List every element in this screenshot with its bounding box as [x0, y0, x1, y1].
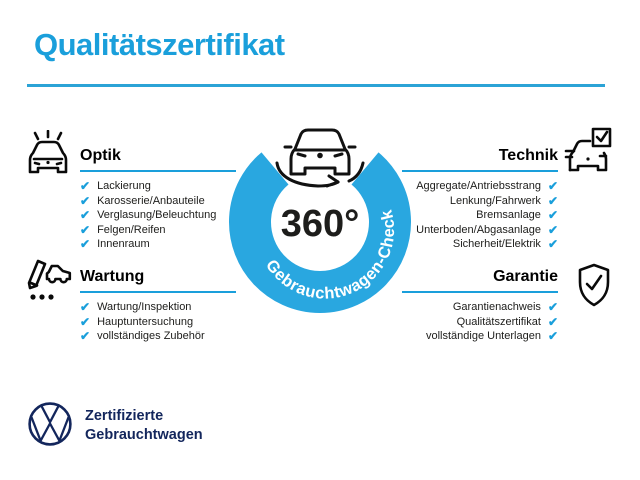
pencil-car-icon	[25, 257, 75, 311]
item-label: Karosserie/Anbauteile	[97, 194, 205, 207]
section-optik: Optik ✔ Lackierung ✔ Karosserie/Anbauteile…	[80, 147, 236, 250]
check-icon: ✔	[80, 222, 91, 237]
list-item: ✔ Innenraum	[80, 237, 236, 252]
badge-ring	[229, 152, 411, 313]
list-item: Unterboden/Abgasanlage ✔	[402, 222, 558, 237]
section-technik: Technik Aggregate/Antriebsstrang ✔ Lenkun…	[402, 147, 558, 250]
list-item: ✔ Lackierung	[80, 179, 236, 194]
list-item: Lenkung/Fahrwerk ✔	[402, 193, 558, 208]
check-icon: ✔	[80, 208, 91, 223]
list-item: vollständige Unterlagen ✔	[402, 329, 558, 344]
section-rule	[80, 170, 236, 172]
list-item: ✔ Hauptuntersuchung	[80, 314, 236, 329]
item-label: Qualitätszertifikat	[456, 315, 541, 328]
360-check-badge: Gebrauchtwagen-Check 360°	[225, 103, 415, 321]
section-items: Aggregate/Antriebsstrang ✔ Lenkung/Fahrwe…	[402, 179, 558, 252]
list-item: ✔ vollständiges Zubehör	[80, 329, 236, 344]
item-label: Garantienachweis	[452, 301, 541, 313]
footer-line1: Zertifizierte	[85, 408, 164, 424]
list-item: Garantienachweis ✔	[402, 300, 558, 315]
list-item: Aggregate/Antriebsstrang ✔	[402, 179, 558, 194]
check-icon: ✔	[80, 179, 91, 194]
check-icon: ✔	[80, 193, 91, 208]
check-icon: ✔	[80, 237, 91, 252]
check-icon: ✔	[547, 300, 558, 315]
item-label: Innenraum	[97, 238, 150, 250]
item-label: Bremsanlage	[476, 209, 541, 221]
footer: Zertifizierte Gebrauchtwagen	[27, 401, 203, 447]
vw-logo	[28, 402, 72, 446]
section-rule	[402, 170, 558, 172]
section-rule	[80, 291, 236, 293]
item-label: Verglasung/Beleuchtung	[97, 209, 217, 221]
list-item: ✔ Verglasung/Beleuchtung	[80, 208, 236, 223]
section-rule	[402, 291, 558, 293]
footer-claim: Zertifizierte Gebrauchtwagen	[85, 407, 203, 445]
section-title: Garantie	[493, 268, 558, 285]
check-icon: ✔	[547, 208, 558, 223]
check-icon: ✔	[80, 300, 91, 315]
section-wartung: Wartung ✔ Wartung/Inspektion ✔ Hauptunters…	[80, 268, 236, 342]
check-icon: ✔	[547, 179, 558, 194]
check-icon: ✔	[547, 237, 558, 252]
check-icon: ✔	[80, 314, 91, 329]
car-shine-icon	[23, 130, 73, 178]
shield-check-icon	[576, 263, 612, 307]
item-label: Hauptuntersuchung	[97, 315, 194, 328]
check-icon: ✔	[547, 329, 558, 344]
footer-line2: Gebrauchtwagen	[85, 427, 203, 443]
list-item: ✔ Felgen/Reifen	[80, 222, 236, 237]
section-title: Wartung	[80, 268, 145, 285]
title-divider	[27, 84, 605, 87]
check-icon: ✔	[547, 222, 558, 237]
section-items: ✔ Lackierung ✔ Karosserie/Anbauteile ✔ Verg…	[80, 179, 236, 252]
item-label: Felgen/Reifen	[97, 223, 166, 236]
section-title: Technik	[498, 147, 558, 164]
item-label: Wartung/Inspektion	[97, 301, 192, 313]
list-item: ✔ Wartung/Inspektion	[80, 300, 236, 315]
list-item: Sicherheit/Elektrik ✔	[402, 237, 558, 252]
item-label: Sicherheit/Elektrik	[452, 238, 541, 250]
item-label: vollständiges Zubehör	[97, 330, 205, 342]
item-label: Lackierung	[97, 180, 151, 192]
item-label: Aggregate/Antriebsstrang	[416, 180, 541, 192]
item-label: vollständige Unterlagen	[425, 330, 541, 342]
list-item: Qualitätszertifikat ✔	[402, 314, 558, 329]
car-rotation-icon	[275, 128, 365, 188]
item-label: Unterboden/Abgasanlage	[416, 223, 541, 236]
page-title: Qualitätszertifikat	[34, 27, 285, 62]
list-item: ✔ Karosserie/Anbauteile	[80, 193, 236, 208]
check-icon: ✔	[80, 329, 91, 344]
section-title: Optik	[80, 147, 121, 164]
section-items: ✔ Wartung/Inspektion ✔ Hauptuntersuchung ✔…	[80, 300, 236, 344]
badge-center-text: 360°	[281, 203, 360, 245]
check-icon: ✔	[547, 193, 558, 208]
car-checkbox-icon	[564, 126, 616, 176]
check-icon: ✔	[547, 314, 558, 329]
section-garantie: Garantie Garantienachweis ✔ Qualitätszert…	[402, 268, 558, 342]
item-label: Lenkung/Fahrwerk	[449, 194, 541, 207]
list-item: Bremsanlage ✔	[402, 208, 558, 223]
section-items: Garantienachweis ✔ Qualitätszertifikat ✔ v…	[402, 300, 558, 344]
